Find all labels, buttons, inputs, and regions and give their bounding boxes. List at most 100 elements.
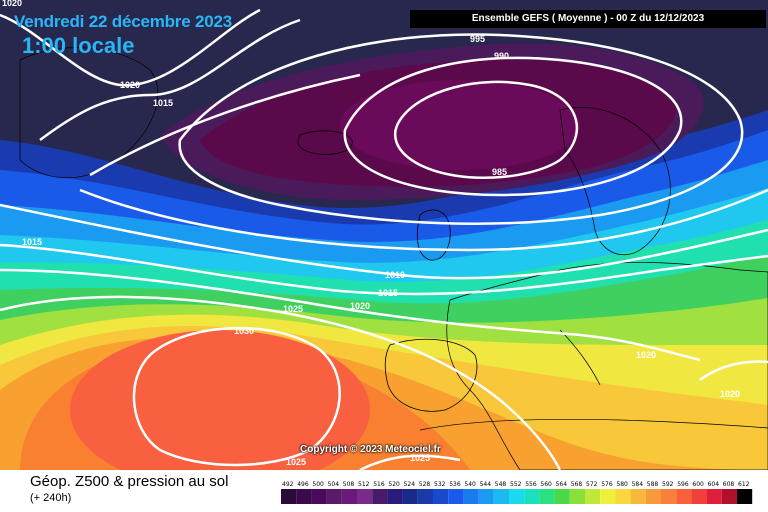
- legend-tick-label: 576: [601, 481, 613, 488]
- isobar-label: 1020: [2, 0, 22, 8]
- legend-tick-label: 544: [480, 481, 492, 488]
- legend-swatch: [357, 489, 373, 504]
- isobar-label: 1015: [153, 98, 173, 108]
- legend-swatch: [281, 489, 297, 504]
- legend-tick-label: 492: [282, 481, 294, 488]
- legend-tick-label: 604: [708, 481, 720, 488]
- isobar-label-group: 1020 1020 1025 1015 995 990 985 1015 101…: [2, 0, 740, 467]
- legend-tick-label: 568: [571, 481, 583, 488]
- isobar-1015: [0, 243, 768, 296]
- legend-swatch: [524, 489, 540, 504]
- legend-tick-label: 548: [495, 481, 507, 488]
- isobar-label: 1015: [378, 288, 398, 298]
- legend-swatch: [448, 489, 464, 504]
- landmass-britain: [416, 209, 451, 261]
- legend-swatch: [554, 489, 570, 504]
- isobar-label: 1025: [286, 457, 306, 467]
- isobar-1020: [0, 268, 701, 362]
- isobar-1005: [79, 188, 768, 252]
- legend-ticks: 492 496 500 504 508 512 516 520 524 528 532 536 540 5…: [282, 481, 750, 488]
- forecast-date: Vendredi 22 décembre 2023: [14, 12, 233, 31]
- legend-swatch: [585, 489, 601, 504]
- legend-swatch: [676, 489, 692, 504]
- isobar-995: [178, 33, 744, 225]
- legend-tick-label: 556: [525, 481, 537, 488]
- legend-tick-label: 592: [662, 481, 674, 488]
- landmass-iberia: [384, 338, 478, 412]
- isobar-1020-east: [699, 360, 768, 382]
- isobar-1010: [0, 203, 768, 280]
- color-scale-legend: 492 496 500 504 508 512 516 520 524 528 532 536 540 5…: [281, 481, 753, 504]
- legend-tick-label: 588: [647, 481, 659, 488]
- copyright-notice: Copyright © 2023 Meteociel.fr: [300, 444, 441, 455]
- legend-swatch: [691, 489, 707, 504]
- legend-tick-label: 496: [297, 481, 309, 488]
- isobar-label: 995: [470, 34, 485, 44]
- forecast-map: 1020 1020 1025 1015 995 990 985 1015 101…: [0, 0, 768, 470]
- legend-tick-label: 584: [632, 481, 644, 488]
- legend-tick-label: 532: [434, 481, 446, 488]
- legend-swatch: [737, 489, 753, 504]
- legend-tick-label: 504: [328, 481, 340, 488]
- landmass-greenland: [19, 47, 159, 179]
- isobar-label: 1010: [385, 270, 405, 280]
- landmass-iceland: [297, 130, 353, 155]
- forecast-lead-time: (+ 240h): [30, 492, 72, 504]
- legend-swatch: [706, 489, 722, 504]
- isobar-1020-north: [0, 8, 261, 87]
- forecast-local-time: 1:00 locale: [22, 33, 135, 58]
- legend-swatch: [600, 489, 616, 504]
- legend-swatch: [326, 489, 342, 504]
- isobar-990: [343, 56, 683, 197]
- legend-swatch: [311, 489, 327, 504]
- isobar-label: 1020: [636, 350, 656, 360]
- isobar-label: 1020: [350, 301, 370, 311]
- isobar-1025-south: [359, 454, 461, 470]
- isobar-1025: [0, 295, 562, 470]
- legend-swatch: [463, 489, 479, 504]
- isobar-label: 1020: [720, 389, 740, 399]
- legend-tick-label: 552: [510, 481, 522, 488]
- legend-tick-label: 612: [738, 481, 750, 488]
- legend-swatch: [645, 489, 661, 504]
- isobar-label: 1025: [283, 304, 303, 314]
- legend-swatch: [478, 489, 494, 504]
- isobar-1000: [89, 73, 361, 177]
- legend-swatch: [509, 489, 525, 504]
- legend-swatches: [281, 489, 753, 504]
- legend-tick-label: 596: [677, 481, 689, 488]
- legend-swatch: [417, 489, 433, 504]
- legend-tick-label: 512: [358, 481, 370, 488]
- legend-tick-label: 524: [404, 481, 416, 488]
- legend-tick-label: 536: [449, 481, 461, 488]
- legend-tick-label: 560: [540, 481, 552, 488]
- isobar-label: 990: [494, 51, 509, 61]
- isobar-label: 1030: [234, 326, 254, 336]
- isobar-1015-north: [39, 18, 301, 142]
- legend-tick-label: 564: [556, 481, 568, 488]
- legend-swatch: [296, 489, 312, 504]
- legend-tick-label: 580: [616, 481, 628, 488]
- legend-swatch: [493, 489, 509, 504]
- legend-tick-label: 500: [312, 481, 324, 488]
- legend-tick-label: 528: [419, 481, 431, 488]
- legend-swatch: [630, 489, 646, 504]
- legend-swatch: [539, 489, 555, 504]
- landmass-europe: [446, 262, 768, 470]
- isobar-label: 1015: [22, 237, 42, 247]
- legend-swatch: [341, 489, 357, 504]
- legend-tick-label: 520: [388, 481, 400, 488]
- isobar-label: 1025: [410, 453, 430, 463]
- isobar-1030: [132, 326, 341, 467]
- legend-tick-label: 540: [464, 481, 476, 488]
- legend-swatch: [372, 489, 388, 504]
- isobar-label: 1020: [120, 80, 140, 90]
- isobar-label: 985: [492, 167, 507, 177]
- legend-swatch: [615, 489, 631, 504]
- map-product-title: Géop. Z500 & pression au sol: [30, 473, 229, 490]
- legend-swatch: [402, 489, 418, 504]
- landmass-africa: [419, 418, 768, 431]
- legend-tick-label: 600: [692, 481, 704, 488]
- legend-swatch: [569, 489, 585, 504]
- legend-swatch: [661, 489, 677, 504]
